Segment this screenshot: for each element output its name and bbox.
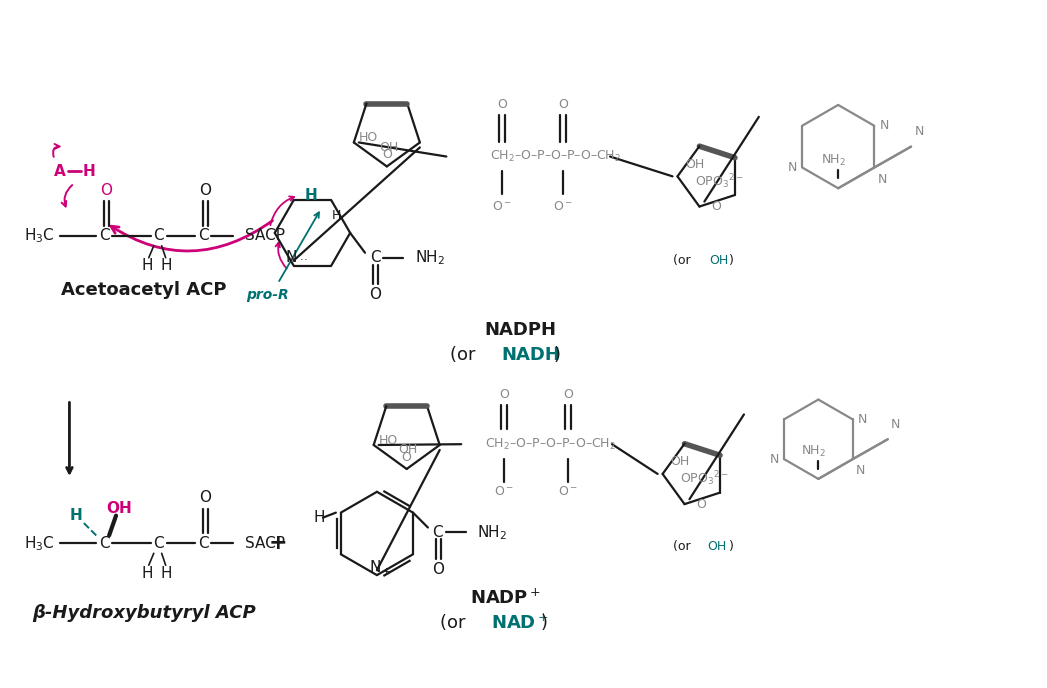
Text: N: N bbox=[286, 250, 297, 265]
Text: N: N bbox=[770, 453, 779, 466]
Text: H: H bbox=[161, 258, 173, 273]
Text: O$^-$: O$^-$ bbox=[554, 200, 574, 213]
Text: OH: OH bbox=[379, 141, 398, 154]
Text: OPO$_3$$^{2-}$: OPO$_3$$^{2-}$ bbox=[695, 172, 744, 191]
Text: O$^-$: O$^-$ bbox=[558, 485, 578, 498]
Text: HO: HO bbox=[359, 131, 378, 144]
Text: ): ) bbox=[729, 254, 734, 267]
Text: pro-R: pro-R bbox=[246, 288, 289, 303]
Text: ): ) bbox=[729, 540, 734, 553]
Text: H: H bbox=[313, 510, 325, 525]
Text: A: A bbox=[53, 164, 65, 179]
Text: H$_3$C: H$_3$C bbox=[24, 226, 54, 245]
Text: O: O bbox=[382, 148, 392, 161]
Text: OH: OH bbox=[106, 501, 132, 516]
Text: CH$_2$–O–P–O–P–O–CH$_2$: CH$_2$–O–P–O–P–O–CH$_2$ bbox=[485, 437, 616, 452]
Text: O: O bbox=[101, 183, 112, 197]
Text: O: O bbox=[369, 287, 381, 302]
Text: N: N bbox=[857, 413, 867, 426]
Text: C: C bbox=[198, 536, 208, 551]
Text: CH$_2$–O–P–O–P–O–CH$_2$: CH$_2$–O–P–O–P–O–CH$_2$ bbox=[490, 149, 621, 164]
Text: C: C bbox=[154, 228, 164, 244]
Text: C: C bbox=[98, 536, 110, 551]
Text: +: + bbox=[268, 533, 287, 553]
Text: ): ) bbox=[540, 614, 548, 632]
Text: O: O bbox=[696, 497, 707, 510]
Text: H: H bbox=[141, 258, 153, 273]
Text: ·: · bbox=[299, 255, 304, 266]
Text: N: N bbox=[879, 119, 889, 132]
Text: N: N bbox=[856, 464, 865, 477]
Text: NH$_2$: NH$_2$ bbox=[821, 153, 846, 168]
Text: HO: HO bbox=[379, 433, 398, 447]
Text: C: C bbox=[198, 228, 208, 244]
Text: O$^-$: O$^-$ bbox=[494, 485, 514, 498]
Text: O: O bbox=[711, 200, 721, 213]
Text: O: O bbox=[558, 98, 569, 111]
Text: SACP: SACP bbox=[245, 228, 285, 244]
Text: OH: OH bbox=[707, 540, 727, 553]
Text: SACP: SACP bbox=[245, 536, 285, 551]
Text: O: O bbox=[499, 388, 509, 401]
Text: H: H bbox=[70, 508, 83, 523]
Text: NADP$^+$: NADP$^+$ bbox=[470, 588, 541, 608]
Text: H$_3$C: H$_3$C bbox=[24, 534, 54, 552]
Text: (or: (or bbox=[673, 254, 694, 267]
Text: Acetoacetyl ACP: Acetoacetyl ACP bbox=[61, 281, 226, 299]
Text: H: H bbox=[161, 566, 173, 581]
Text: H: H bbox=[141, 566, 153, 581]
FancyArrowPatch shape bbox=[62, 185, 72, 206]
FancyArrowPatch shape bbox=[270, 196, 294, 225]
FancyArrowPatch shape bbox=[111, 221, 272, 251]
Text: ·: · bbox=[304, 255, 308, 266]
Text: N: N bbox=[877, 173, 887, 186]
Text: OH: OH bbox=[399, 444, 418, 456]
Text: N: N bbox=[370, 559, 381, 574]
Text: NH$_2$: NH$_2$ bbox=[477, 523, 508, 542]
Text: (or: (or bbox=[673, 540, 694, 553]
Text: O: O bbox=[563, 388, 574, 401]
Text: O$^-$: O$^-$ bbox=[492, 200, 512, 213]
Text: N: N bbox=[914, 125, 923, 138]
Text: OH: OH bbox=[670, 455, 689, 468]
Text: O: O bbox=[431, 561, 444, 577]
Text: +: + bbox=[382, 567, 392, 577]
Text: N: N bbox=[787, 161, 797, 174]
Text: O: O bbox=[402, 451, 411, 464]
Text: C: C bbox=[154, 536, 164, 551]
Text: NADH: NADH bbox=[500, 346, 560, 364]
Text: NH$_2$: NH$_2$ bbox=[415, 248, 445, 267]
Text: O: O bbox=[497, 98, 507, 111]
Text: OPO$_3$$^{2-}$: OPO$_3$$^{2-}$ bbox=[681, 469, 730, 488]
Text: C: C bbox=[370, 250, 380, 265]
Text: O: O bbox=[199, 491, 211, 505]
Text: β-Hydroxybutyryl ACP: β-Hydroxybutyryl ACP bbox=[32, 604, 255, 622]
FancyArrowPatch shape bbox=[275, 243, 287, 268]
Text: ): ) bbox=[554, 346, 560, 364]
Text: N: N bbox=[891, 418, 900, 431]
Text: NH$_2$: NH$_2$ bbox=[801, 444, 826, 459]
FancyArrowPatch shape bbox=[53, 144, 60, 157]
Text: NADPH: NADPH bbox=[485, 321, 557, 339]
Text: (or: (or bbox=[450, 346, 481, 364]
Text: OH: OH bbox=[685, 158, 704, 171]
Text: H: H bbox=[83, 164, 95, 179]
Text: C: C bbox=[98, 228, 110, 244]
Text: H: H bbox=[305, 188, 318, 203]
Text: H: H bbox=[332, 208, 341, 222]
Text: (or: (or bbox=[440, 614, 471, 632]
Text: C: C bbox=[432, 525, 443, 540]
Text: O: O bbox=[199, 183, 211, 197]
Text: NAD$^+$: NAD$^+$ bbox=[491, 613, 549, 632]
Text: OH: OH bbox=[709, 254, 729, 267]
FancyArrowPatch shape bbox=[280, 213, 319, 281]
